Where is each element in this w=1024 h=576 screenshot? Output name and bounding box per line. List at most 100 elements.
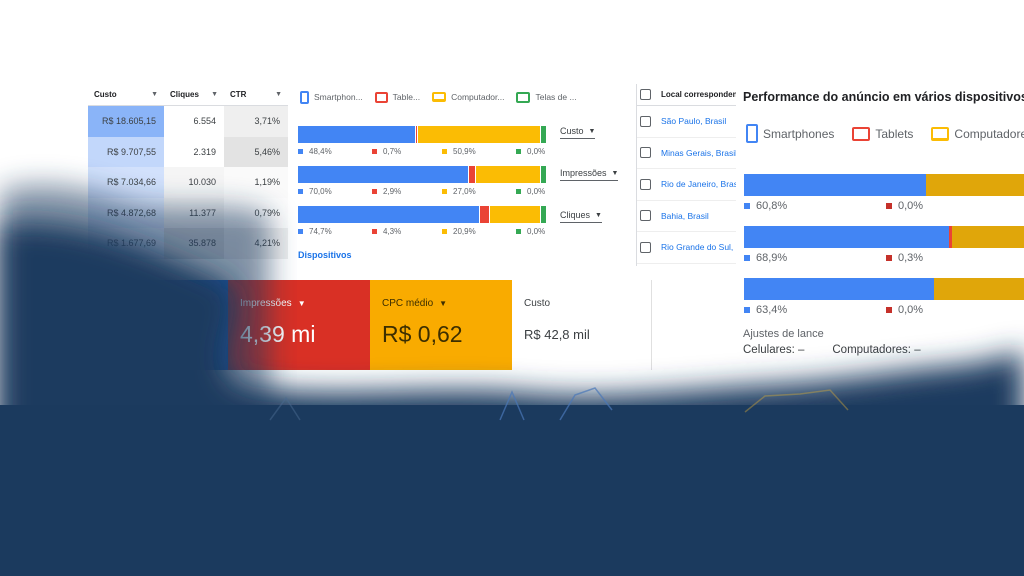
bar-segment-tablets	[415, 126, 417, 143]
scorecard-value: R$ 0,62	[382, 321, 463, 347]
cell-ctr: 4,21%	[224, 228, 288, 259]
chart-trace	[269, 396, 301, 421]
legend-swatch	[886, 203, 892, 209]
scorecard-value: R$ 42,8 mil	[524, 327, 590, 342]
share-value: 0,3%	[886, 252, 1024, 264]
scorecard-cliques[interactable]: Cliques ▼ 68,8 mil	[86, 280, 228, 370]
row-checkbox[interactable]	[640, 147, 651, 159]
legend-computers[interactable]: Computadores	[931, 126, 1024, 141]
legend-tablets[interactable]: Tablets	[852, 126, 913, 141]
share-text: 0,0%	[898, 200, 924, 212]
list-item: Minas Gerais, Brasil	[637, 138, 736, 169]
desktop-bid-adjustment[interactable]: Computadores: –	[832, 344, 921, 356]
row-checkbox[interactable]	[640, 241, 651, 253]
legend-tv-screens[interactable]: Telas de ...	[516, 91, 577, 103]
share-legend-row: 63,4% 0,0%	[744, 304, 1024, 316]
share-text: 0,0%	[898, 304, 924, 316]
legend-smartphones[interactable]: Smartphones	[746, 124, 834, 143]
bar-segment-smartphones	[298, 206, 480, 223]
share-value: 68,9%	[744, 252, 886, 264]
legend-swatch	[886, 307, 892, 313]
location-link[interactable]: Minas Gerais, Brasil	[661, 147, 736, 158]
legend-swatch	[516, 149, 521, 154]
scorecard-label: Cliques	[98, 298, 132, 309]
legend-swatch	[744, 307, 750, 313]
chart-trace	[499, 390, 525, 421]
locations-header: Local correspondente	[637, 84, 736, 106]
scorecard-impressoes[interactable]: Impressões ▼ 4,39 mi	[228, 280, 370, 370]
metric-table-header: Custo ▼ Cliques ▼ CTR ▼	[88, 84, 288, 106]
legend-computers[interactable]: Computador...	[432, 92, 504, 102]
cell-ctr: 1,19%	[224, 167, 288, 198]
legend-swatch	[372, 229, 377, 234]
column-header-custo[interactable]: Custo ▼	[94, 90, 158, 99]
chart-trace	[744, 389, 849, 413]
share-text: 4,3%	[383, 227, 402, 236]
cell-cliques: 35.878	[164, 228, 224, 259]
legend-smartphones[interactable]: Smartphon...	[300, 90, 363, 104]
bar-segment-smartphones	[744, 174, 927, 196]
stacked-bar[interactable]	[298, 126, 546, 143]
share-text: 0,3%	[898, 252, 924, 264]
table-row: R$ 4.872,68 11.377 0,79%	[88, 197, 288, 228]
share-legend-row: 68,9% 0,3%	[744, 252, 1024, 264]
stacked-bar[interactable]	[298, 206, 546, 223]
scorecard-value: 4,39 mi	[240, 321, 316, 347]
share-value: 0,0%	[516, 147, 556, 156]
row-checkbox[interactable]	[640, 178, 651, 190]
location-link[interactable]: Rio Grande do Sul, Brasil	[661, 242, 736, 253]
row-checkbox[interactable]	[640, 115, 651, 127]
stacked-bar[interactable]	[744, 278, 1024, 300]
cell-custo: R$ 9.707,55	[88, 136, 164, 167]
list-item: Rio Grande do Sul, Brasil	[637, 232, 736, 264]
chart-trace	[559, 387, 613, 421]
chevron-down-icon: ▼	[137, 299, 146, 308]
legend-swatch	[744, 255, 750, 261]
row-checkbox[interactable]	[640, 210, 651, 222]
bar-segment-tablets	[467, 166, 475, 183]
scorecard-custo[interactable]: Custo R$ 42,8 mil	[512, 280, 652, 370]
share-text: 0,0%	[527, 227, 546, 236]
location-link[interactable]: Rio de Janeiro, Brasil	[661, 179, 736, 190]
tv-icon	[516, 91, 531, 103]
cell-cliques: 11.377	[164, 197, 224, 228]
dispositivos-link[interactable]: Dispositivos	[298, 250, 352, 260]
locations-table: Local correspondente São Paulo, Brasil M…	[636, 84, 736, 266]
share-text: 0,0%	[527, 187, 546, 196]
stacked-bar[interactable]	[744, 174, 1024, 196]
cell-cliques: 6.554	[164, 106, 224, 137]
metric-select-cliques[interactable]: Cliques ▼	[560, 210, 602, 223]
column-header-ctr[interactable]: CTR ▼	[230, 90, 282, 99]
legend-swatch	[372, 149, 377, 154]
scorecard-label: Custo	[524, 298, 551, 309]
scorecards: Cliques ▼ 68,8 mil Impressões ▼ 4,39 mi CP…	[86, 280, 652, 370]
metric-select-impressoes[interactable]: Impressões ▼	[560, 168, 619, 181]
legend-swatch	[372, 189, 377, 194]
legend-swatch	[298, 229, 303, 234]
legend-swatch	[298, 149, 303, 154]
smartphone-icon	[300, 90, 309, 104]
bar-segment-computers	[926, 174, 1024, 196]
scorecard-label: CPC médio	[382, 298, 434, 309]
list-item: São Paulo, Brasil	[637, 106, 736, 138]
legend-tablets[interactable]: Table...	[374, 91, 420, 103]
legend-swatch	[516, 229, 521, 234]
mobile-bid-adjustment[interactable]: Celulares: –	[743, 344, 805, 356]
legend-swatch	[744, 203, 750, 209]
location-link[interactable]: São Paulo, Brasil	[661, 116, 727, 127]
performance-title: Performance do anúncio em vários disposi…	[743, 90, 1024, 104]
share-value: 20,9%	[442, 227, 516, 236]
tablet-icon	[374, 91, 388, 103]
location-link[interactable]: Bahia, Brasil	[661, 210, 709, 221]
devices-panel: Smartphon... Table... Computador... Tela…	[292, 84, 634, 264]
scorecard-cpc-medio[interactable]: CPC médio ▼ R$ 0,62	[370, 280, 512, 370]
select-all-checkbox[interactable]	[640, 89, 651, 100]
column-header-cliques[interactable]: Cliques ▼	[170, 90, 218, 99]
list-item: Rio de Janeiro, Brasil	[637, 169, 736, 201]
stacked-bar[interactable]	[298, 166, 547, 183]
stacked-bar[interactable]	[744, 226, 1024, 248]
legend-swatch	[442, 189, 447, 194]
bar-segment-computers	[934, 278, 1024, 300]
legend-swatch	[442, 149, 447, 154]
metric-select-custo[interactable]: Custo ▼	[560, 126, 596, 139]
